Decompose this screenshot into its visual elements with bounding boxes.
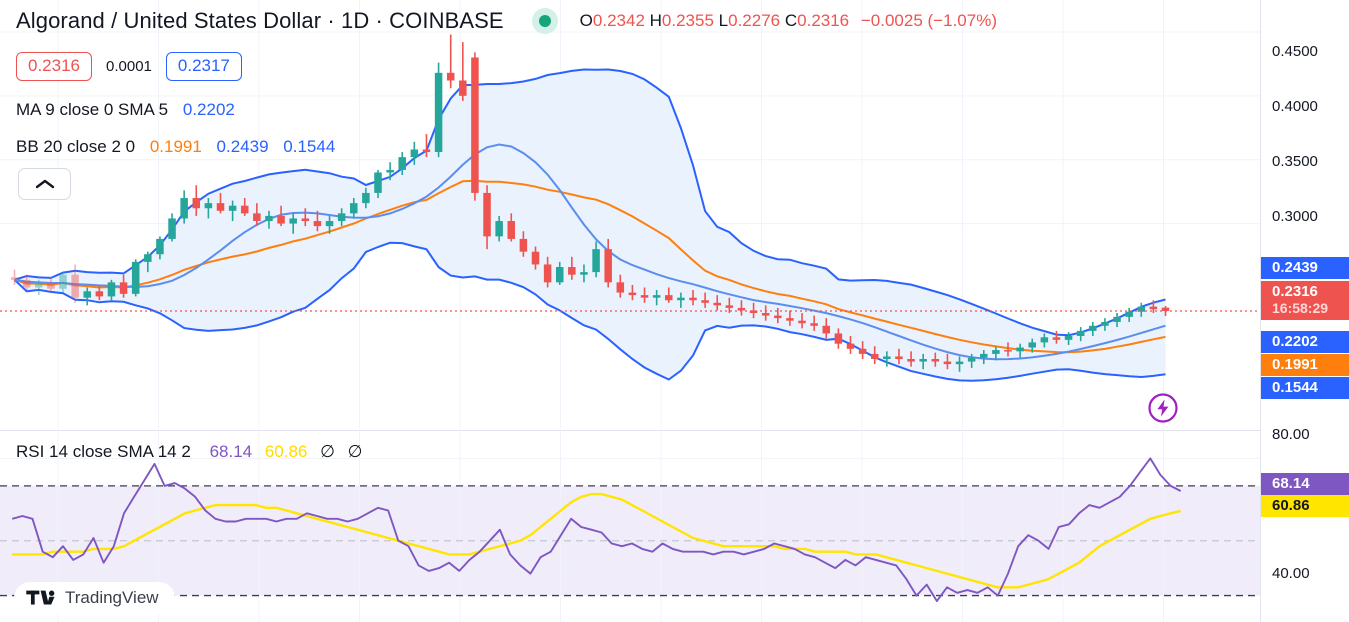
legend-ma-label: MA 9 close 0 SMA 5 (16, 100, 169, 119)
price-chart-pane[interactable] (0, 0, 1260, 428)
legend-rsi[interactable]: RSI 14 close SMA 14 2 68.14 60.86 ∅ ∅ (16, 442, 362, 462)
price-tick-3: 0.3000 (1272, 208, 1318, 225)
legend-bb-basis: 0.1991 (149, 137, 202, 156)
price-chart-svg (0, 0, 1260, 428)
ohlc-open-label: O (579, 11, 593, 30)
ohlc-close-label: C (784, 11, 798, 30)
legend-bb[interactable]: BB 20 close 2 0 0.1991 0.2439 0.1544 (16, 137, 335, 157)
legend-rsi-sma-value: 60.86 (264, 442, 308, 461)
ohlc-high-value: 0.2355 (661, 11, 714, 30)
price-badge-bb-lower[interactable]: 0.1544 (1261, 377, 1349, 399)
tradingview-logo-icon (26, 590, 55, 605)
price-badge-bb-upper[interactable]: 0.2439 (1261, 257, 1349, 279)
tradingview-name: TradingView (65, 588, 159, 607)
price-badge-last-value: 0.2316 (1272, 283, 1318, 300)
rsi-badge-value[interactable]: 68.14 (1261, 473, 1349, 495)
ohlc-high-label: H (649, 11, 662, 30)
quote-badges: 0.2316 0.0001 0.2317 (16, 52, 242, 81)
collapse-pane-button[interactable] (18, 168, 71, 200)
ohlc-close-value: 0.2316 (797, 11, 850, 30)
legend-rsi-na-1: ∅ (320, 442, 335, 461)
legend-ma[interactable]: MA 9 close 0 SMA 5 0.2202 (16, 100, 235, 120)
rsi-badge-sma[interactable]: 60.86 (1261, 495, 1349, 517)
legend-rsi-label: RSI 14 close SMA 14 2 (16, 442, 191, 461)
price-tick-1: 0.4000 (1272, 98, 1318, 115)
rsi-tick-0: 80.00 (1272, 426, 1310, 443)
right-axis-column[interactable]: 0.4500 0.4000 0.3500 0.3000 0.2439 0.231… (1260, 0, 1349, 622)
rsi-chart-pane[interactable] (0, 430, 1260, 622)
price-badge-bb-basis[interactable]: 0.1991 (1261, 354, 1349, 376)
live-dot-icon (531, 8, 558, 34)
alert-lightning-icon[interactable] (1147, 392, 1179, 424)
rsi-tick-1: 40.00 (1272, 565, 1310, 582)
ohlc-change: −0.0025 (−1.07%) (860, 11, 997, 30)
ohlc-low-value: 0.2276 (728, 11, 781, 30)
spread-value: 0.0001 (106, 58, 152, 75)
price-badge-ma[interactable]: 0.2202 (1261, 331, 1349, 353)
legend-bb-label: BB 20 close 2 0 (16, 137, 136, 156)
legend-rsi-na-2: ∅ (347, 442, 363, 461)
legend-ma-value: 0.2202 (182, 100, 235, 119)
tradingview-watermark: TradingView (14, 582, 175, 614)
rsi-chart-svg (0, 431, 1260, 622)
chevron-up-icon (35, 179, 54, 189)
symbol-title[interactable]: Algorand / United States Dollar · 1D · C… (16, 8, 504, 33)
ask-price-badge[interactable]: 0.2317 (165, 52, 242, 81)
legend-rsi-value: 68.14 (209, 442, 253, 461)
price-tick-0: 0.4500 (1272, 43, 1318, 60)
price-tick-2: 0.3500 (1272, 153, 1318, 170)
price-badge-last[interactable]: 0.2316 16:58:29 (1261, 281, 1349, 320)
bid-price-badge[interactable]: 0.2316 (16, 52, 92, 81)
chart-header: Algorand / United States Dollar · 1D · C… (16, 8, 997, 34)
price-badge-countdown: 16:58:29 (1272, 300, 1329, 316)
ohlc-open-value: 0.2342 (592, 11, 645, 30)
legend-bb-upper: 0.2439 (216, 137, 269, 156)
ohlc-readout: O0.2342 H0.2355 L0.2276 C0.2316 −0.0025 … (580, 11, 997, 31)
legend-bb-lower: 0.1544 (283, 137, 336, 156)
ohlc-low-label: L (718, 11, 729, 30)
